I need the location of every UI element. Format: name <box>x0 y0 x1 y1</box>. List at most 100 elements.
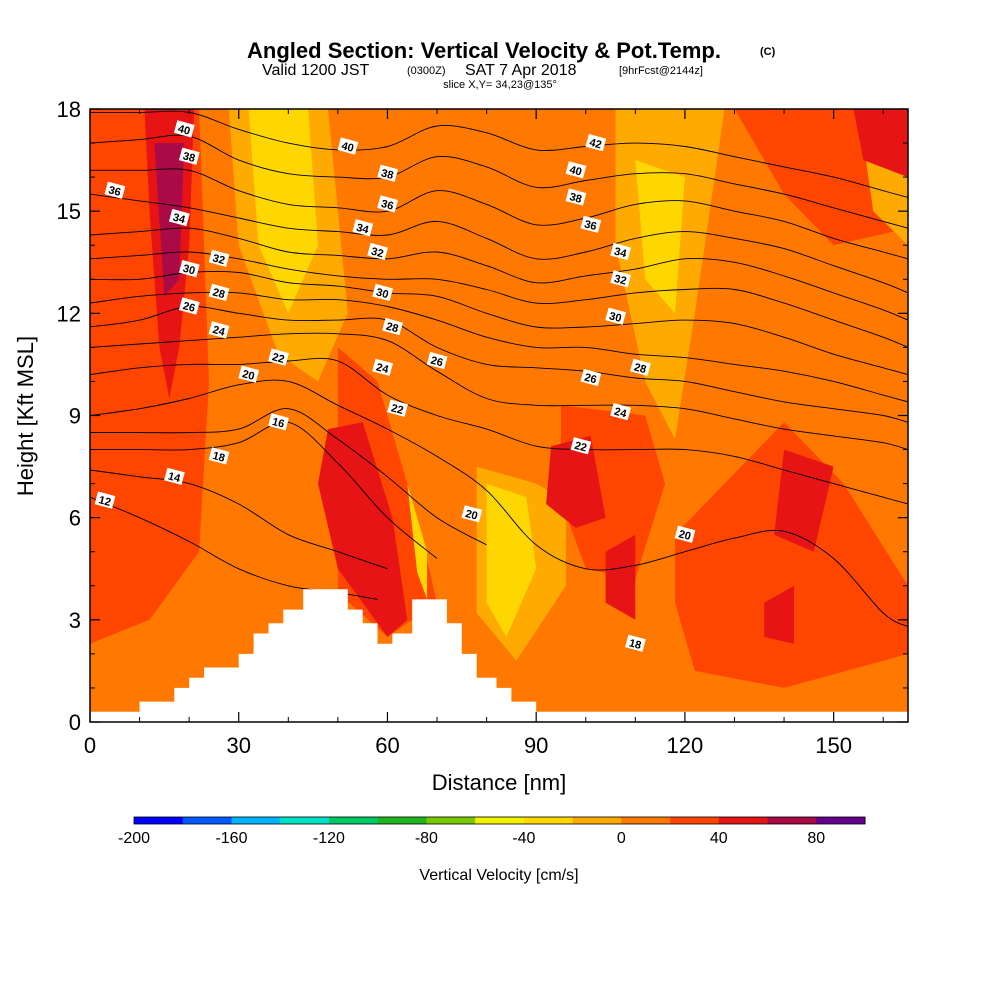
terrain-polygon <box>90 589 908 722</box>
isoline-label-bg <box>580 368 602 387</box>
isoline-label-text: 36 <box>380 198 395 213</box>
isoline-label-bg <box>565 188 587 206</box>
colorbar-tick-label: -120 <box>313 830 345 847</box>
isoline-label-text: 38 <box>380 167 395 182</box>
x-tick-label: 60 <box>375 733 399 758</box>
isoline-label: 18 <box>208 447 230 465</box>
colorbar-frame <box>133 816 866 825</box>
isoline-label: 32 <box>208 249 230 267</box>
isoline-label: 28 <box>208 283 230 301</box>
isoline-label: 30 <box>605 307 627 325</box>
isoline-label: 26 <box>426 351 448 370</box>
isoline-label: 16 <box>268 413 289 431</box>
theta-isoline <box>90 332 908 451</box>
colorbar-tick-label: -160 <box>215 830 247 847</box>
colorbar-swatch <box>816 817 866 824</box>
velocity-region <box>154 143 185 297</box>
isoline-label-text: 24 <box>211 324 227 339</box>
velocity-region <box>546 435 606 528</box>
isoline-label-text: 30 <box>608 310 623 325</box>
y-tick-label: 3 <box>69 608 81 633</box>
velocity-region <box>764 585 794 644</box>
velocity-region <box>486 483 537 637</box>
isoline-label-text: 22 <box>390 402 405 417</box>
isoline-label-bg <box>268 348 289 366</box>
isoline-label-text: 30 <box>181 263 196 278</box>
theta-isoline <box>90 357 908 505</box>
colorbar-swatch <box>426 817 476 824</box>
velocity-region <box>675 422 908 688</box>
colorbar-swatch <box>621 817 671 824</box>
subtitle-forecast: [9hrFcst@2144z] <box>619 65 703 77</box>
isoline-label-text: 18 <box>628 637 643 652</box>
isoline-label: 34 <box>168 208 190 227</box>
isoline-label-bg <box>630 358 651 376</box>
isoline-label-text: 42 <box>588 137 603 152</box>
isoline-label: 40 <box>173 120 195 138</box>
isoline-label-bg <box>426 351 448 370</box>
chart-subtitle: Valid 1200 JST (0300Z) SAT 7 Apr 2018 [9… <box>262 62 703 79</box>
colorbar-swatch <box>475 817 525 824</box>
isoline-label-text: 18 <box>211 450 226 465</box>
isoline-label-bg <box>570 437 592 455</box>
isoline-label-bg <box>168 208 190 227</box>
velocity-region <box>853 109 908 178</box>
colorbar-tick-label: 0 <box>617 830 626 847</box>
isoline-label-bg <box>372 283 394 302</box>
subtitle-utc: (0300Z) <box>407 65 446 77</box>
isoline-label-text: 38 <box>181 150 196 165</box>
isoline-label-bg <box>585 134 607 152</box>
velocity-region <box>605 534 636 620</box>
y-tick-label: 6 <box>69 506 81 531</box>
colorbar-swatch <box>134 817 184 824</box>
colorbar-swatch <box>670 817 720 824</box>
isoline-label-text: 22 <box>271 351 286 366</box>
isoline-label-text: 22 <box>573 440 588 455</box>
isoline-label: 34 <box>610 242 632 261</box>
isoline-label-bg <box>268 413 289 431</box>
theta-isoline <box>90 227 908 321</box>
theta-isoline <box>90 270 908 376</box>
theta-isolines <box>90 110 908 628</box>
isoline-label-bg <box>104 181 126 199</box>
x-axis: 0 30 60 90 120 150 <box>84 109 884 758</box>
isoline-label-bg <box>178 147 200 165</box>
colorbar-tick-label: -80 <box>415 830 438 847</box>
isoline-label-text: 36 <box>107 184 122 199</box>
isoline-label-bg <box>625 634 646 652</box>
isoline-label-text: 34 <box>355 222 371 237</box>
isoline-label-text: 40 <box>340 140 355 155</box>
isoline-label-bg <box>674 525 696 543</box>
isoline-label-text: 34 <box>613 246 629 261</box>
subtitle-valid: Valid 1200 JST <box>262 62 370 79</box>
subtitle-date: SAT 7 Apr 2018 <box>465 62 577 79</box>
colorbar-swatch <box>718 817 769 824</box>
isoline-label-bg <box>580 215 602 233</box>
theta-isoline <box>90 251 908 348</box>
theta-isoline <box>90 469 388 570</box>
theta-isoline <box>90 193 908 294</box>
isoline-label-text: 32 <box>211 252 226 267</box>
isoline-label-bg <box>178 297 200 315</box>
y-tick-label: 0 <box>69 710 81 735</box>
colorbar-swatch <box>280 817 330 824</box>
colorbar-swatch <box>182 817 232 824</box>
isoline-label-text: 24 <box>613 406 629 421</box>
isoline-label: 14 <box>164 467 185 485</box>
chart-slice-info: slice X,Y= 34,23@135° <box>443 79 557 91</box>
isoline-label-bg <box>387 399 408 417</box>
isoline-label-text: 20 <box>464 508 479 523</box>
x-tick-label: 90 <box>524 733 548 758</box>
isoline-label: 26 <box>178 297 200 315</box>
isoline-label-bg <box>178 260 200 278</box>
isoline-label: 26 <box>580 368 602 387</box>
x-tick-label: 120 <box>667 733 704 758</box>
isoline-label-text: 28 <box>633 361 648 376</box>
isoline-label: 12 <box>94 491 116 509</box>
isoline-label-text: 36 <box>583 218 598 233</box>
theta-isoline <box>90 168 908 260</box>
isoline-label-bg <box>238 365 260 383</box>
terrain-mask <box>90 589 908 722</box>
colorbar-tick-label: -40 <box>512 830 535 847</box>
